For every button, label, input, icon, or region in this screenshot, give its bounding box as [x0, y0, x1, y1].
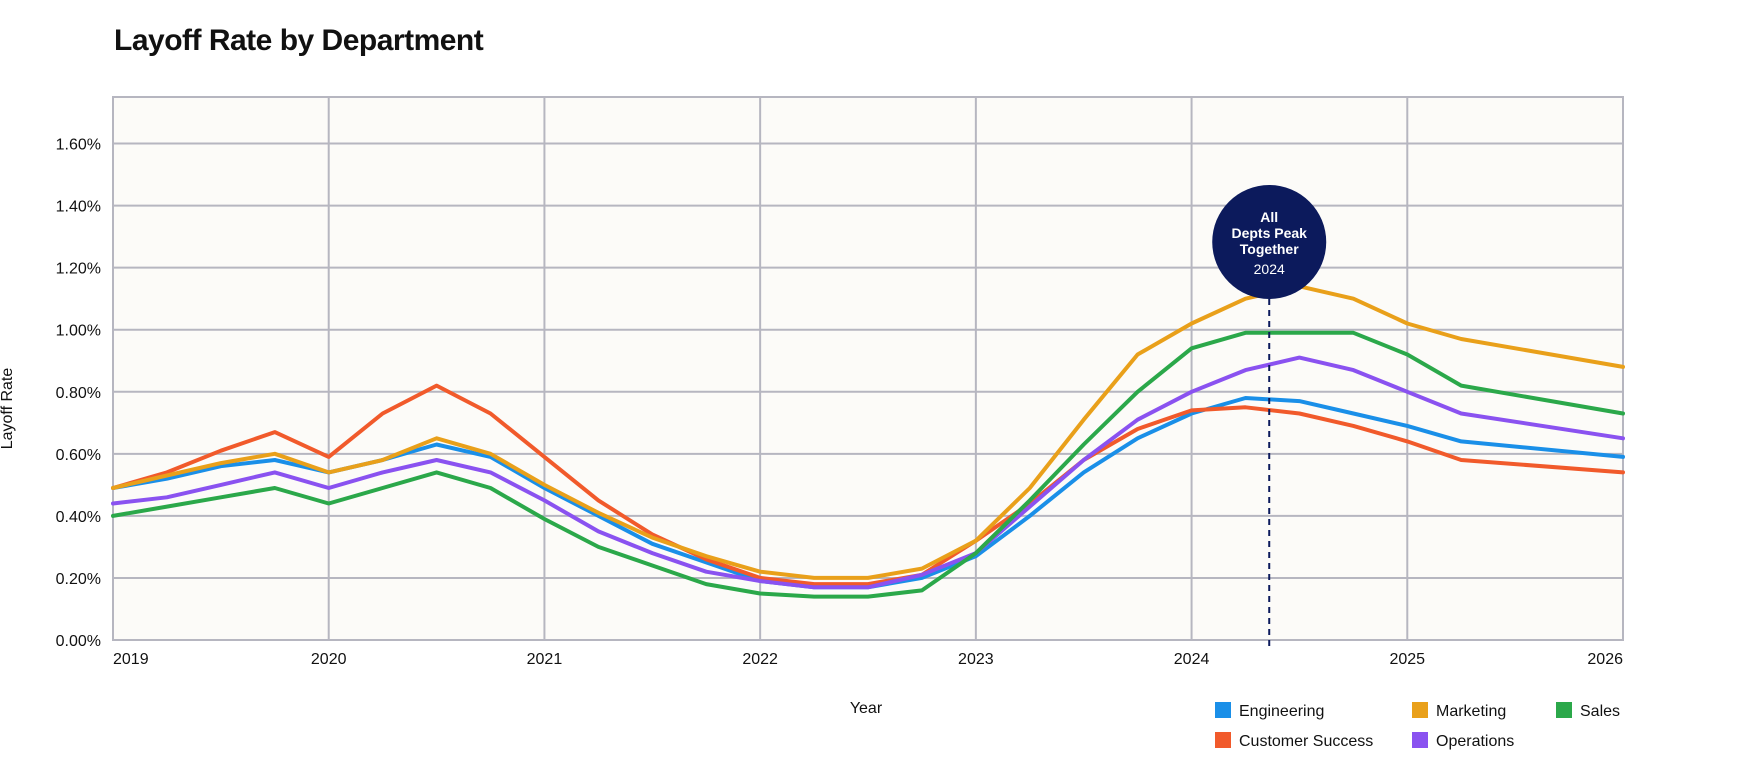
series-line-operations	[111, 355, 1625, 590]
legend-label: Sales	[1580, 703, 1620, 720]
series-line-sales	[111, 330, 1625, 599]
annotation-title-line: Together	[1240, 241, 1299, 257]
x-tick-label: 2026	[1587, 651, 1623, 668]
x-axis-ticks: 2019 2020 2021 2022 2023 2024 2025 2026	[113, 651, 1623, 668]
y-tick-label: 0.80%	[56, 385, 101, 402]
annotation-subtitle: 2024	[1254, 261, 1285, 277]
legend-label: Marketing	[1436, 703, 1506, 720]
chart-title: Layoff Rate by Department	[114, 24, 484, 57]
series-line-customer-success	[111, 383, 1625, 587]
y-axis-ticks: 0.00% 0.20% 0.40% 0.60% 0.80% 1.00% 1.20% 1.40%…	[56, 137, 101, 650]
y-tick-label: 0.60%	[56, 447, 101, 464]
x-tick-label: 2019	[113, 651, 149, 668]
y-tick-label: 0.00%	[56, 633, 101, 650]
y-tick-label: 1.00%	[56, 323, 101, 340]
plot-area	[112, 96, 1624, 641]
legend-item-sales: Sales	[1556, 702, 1620, 720]
legend-swatch	[1412, 732, 1428, 748]
y-tick-label: 0.40%	[56, 509, 101, 526]
annotation-title-line: Depts Peak	[1231, 225, 1307, 241]
legend-swatch	[1215, 732, 1231, 748]
x-tick-label: 2022	[742, 651, 778, 668]
legend-label: Customer Success	[1239, 733, 1373, 750]
legend-item-customer-success: Customer Success	[1215, 732, 1373, 750]
legend-item-marketing: Marketing	[1412, 702, 1506, 720]
y-tick-label: 1.40%	[56, 199, 101, 216]
legend-swatch	[1412, 702, 1428, 718]
y-axis-title: Layoff Rate	[0, 368, 16, 450]
x-axis-title: Year	[850, 700, 883, 717]
x-tick-label: 2024	[1174, 651, 1210, 668]
legend-item-engineering: Engineering	[1215, 702, 1324, 720]
x-tick-label: 2020	[311, 651, 347, 668]
y-tick-label: 1.60%	[56, 137, 101, 154]
legend-item-operations: Operations	[1412, 732, 1514, 750]
legend-swatch	[1556, 702, 1572, 718]
y-tick-label: 1.20%	[56, 261, 101, 278]
legend: Engineering Customer Success Marketing Oper…	[1215, 702, 1620, 750]
legend-swatch	[1215, 702, 1231, 718]
x-tick-label: 2025	[1389, 651, 1425, 668]
x-tick-label: 2023	[958, 651, 994, 668]
annotation-bubble	[1212, 185, 1327, 299]
y-tick-label: 0.20%	[56, 571, 101, 588]
annotation-title-line: All	[1260, 209, 1278, 225]
legend-label: Engineering	[1239, 703, 1324, 720]
legend-label: Operations	[1436, 733, 1514, 750]
x-tick-label: 2021	[527, 651, 563, 668]
